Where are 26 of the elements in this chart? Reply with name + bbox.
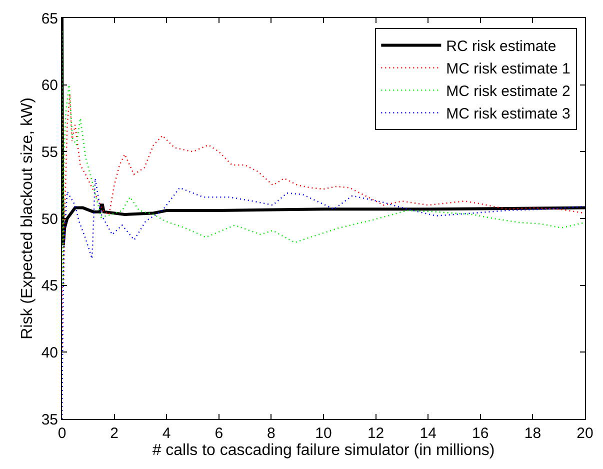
- x-tick-label: 0: [58, 425, 66, 442]
- y-tick-label: 60: [41, 77, 58, 94]
- x-tick-label: 8: [267, 425, 276, 442]
- legend-label: MC risk estimate 1: [446, 60, 570, 78]
- x-tick-label: 2: [110, 425, 118, 442]
- y-tick-label: 50: [41, 210, 58, 228]
- legend-label: MC risk estimate 2: [446, 83, 570, 100]
- x-tick-label: 6: [214, 425, 224, 442]
- x-tick-label: 20: [576, 425, 594, 442]
- y-tick-label: 55: [41, 144, 58, 161]
- x-tick-label: 10: [315, 425, 332, 442]
- y-axis-title: Risk (Expected blackout size, kW): [19, 98, 36, 340]
- line-series: [62, 30, 585, 286]
- y-tick-label: 45: [41, 278, 58, 295]
- x-axis-title: # calls to cascading failure simulator (in millions): [152, 442, 495, 459]
- line-series: [62, 178, 585, 419]
- x-tick-label: 14: [420, 425, 436, 442]
- legend-label: MC risk estimate 3: [446, 106, 570, 123]
- y-tick-label: 35: [41, 411, 58, 428]
- y-tick-label: 65: [41, 10, 58, 28]
- x-tick-label: 12: [367, 425, 384, 442]
- y-tick-label: 40: [41, 344, 58, 362]
- x-tick-label: 18: [524, 425, 542, 442]
- x-tick-label: 16: [472, 425, 489, 442]
- legend-label: RC risk estimate: [446, 38, 556, 56]
- x-tick-label: 4: [162, 425, 171, 442]
